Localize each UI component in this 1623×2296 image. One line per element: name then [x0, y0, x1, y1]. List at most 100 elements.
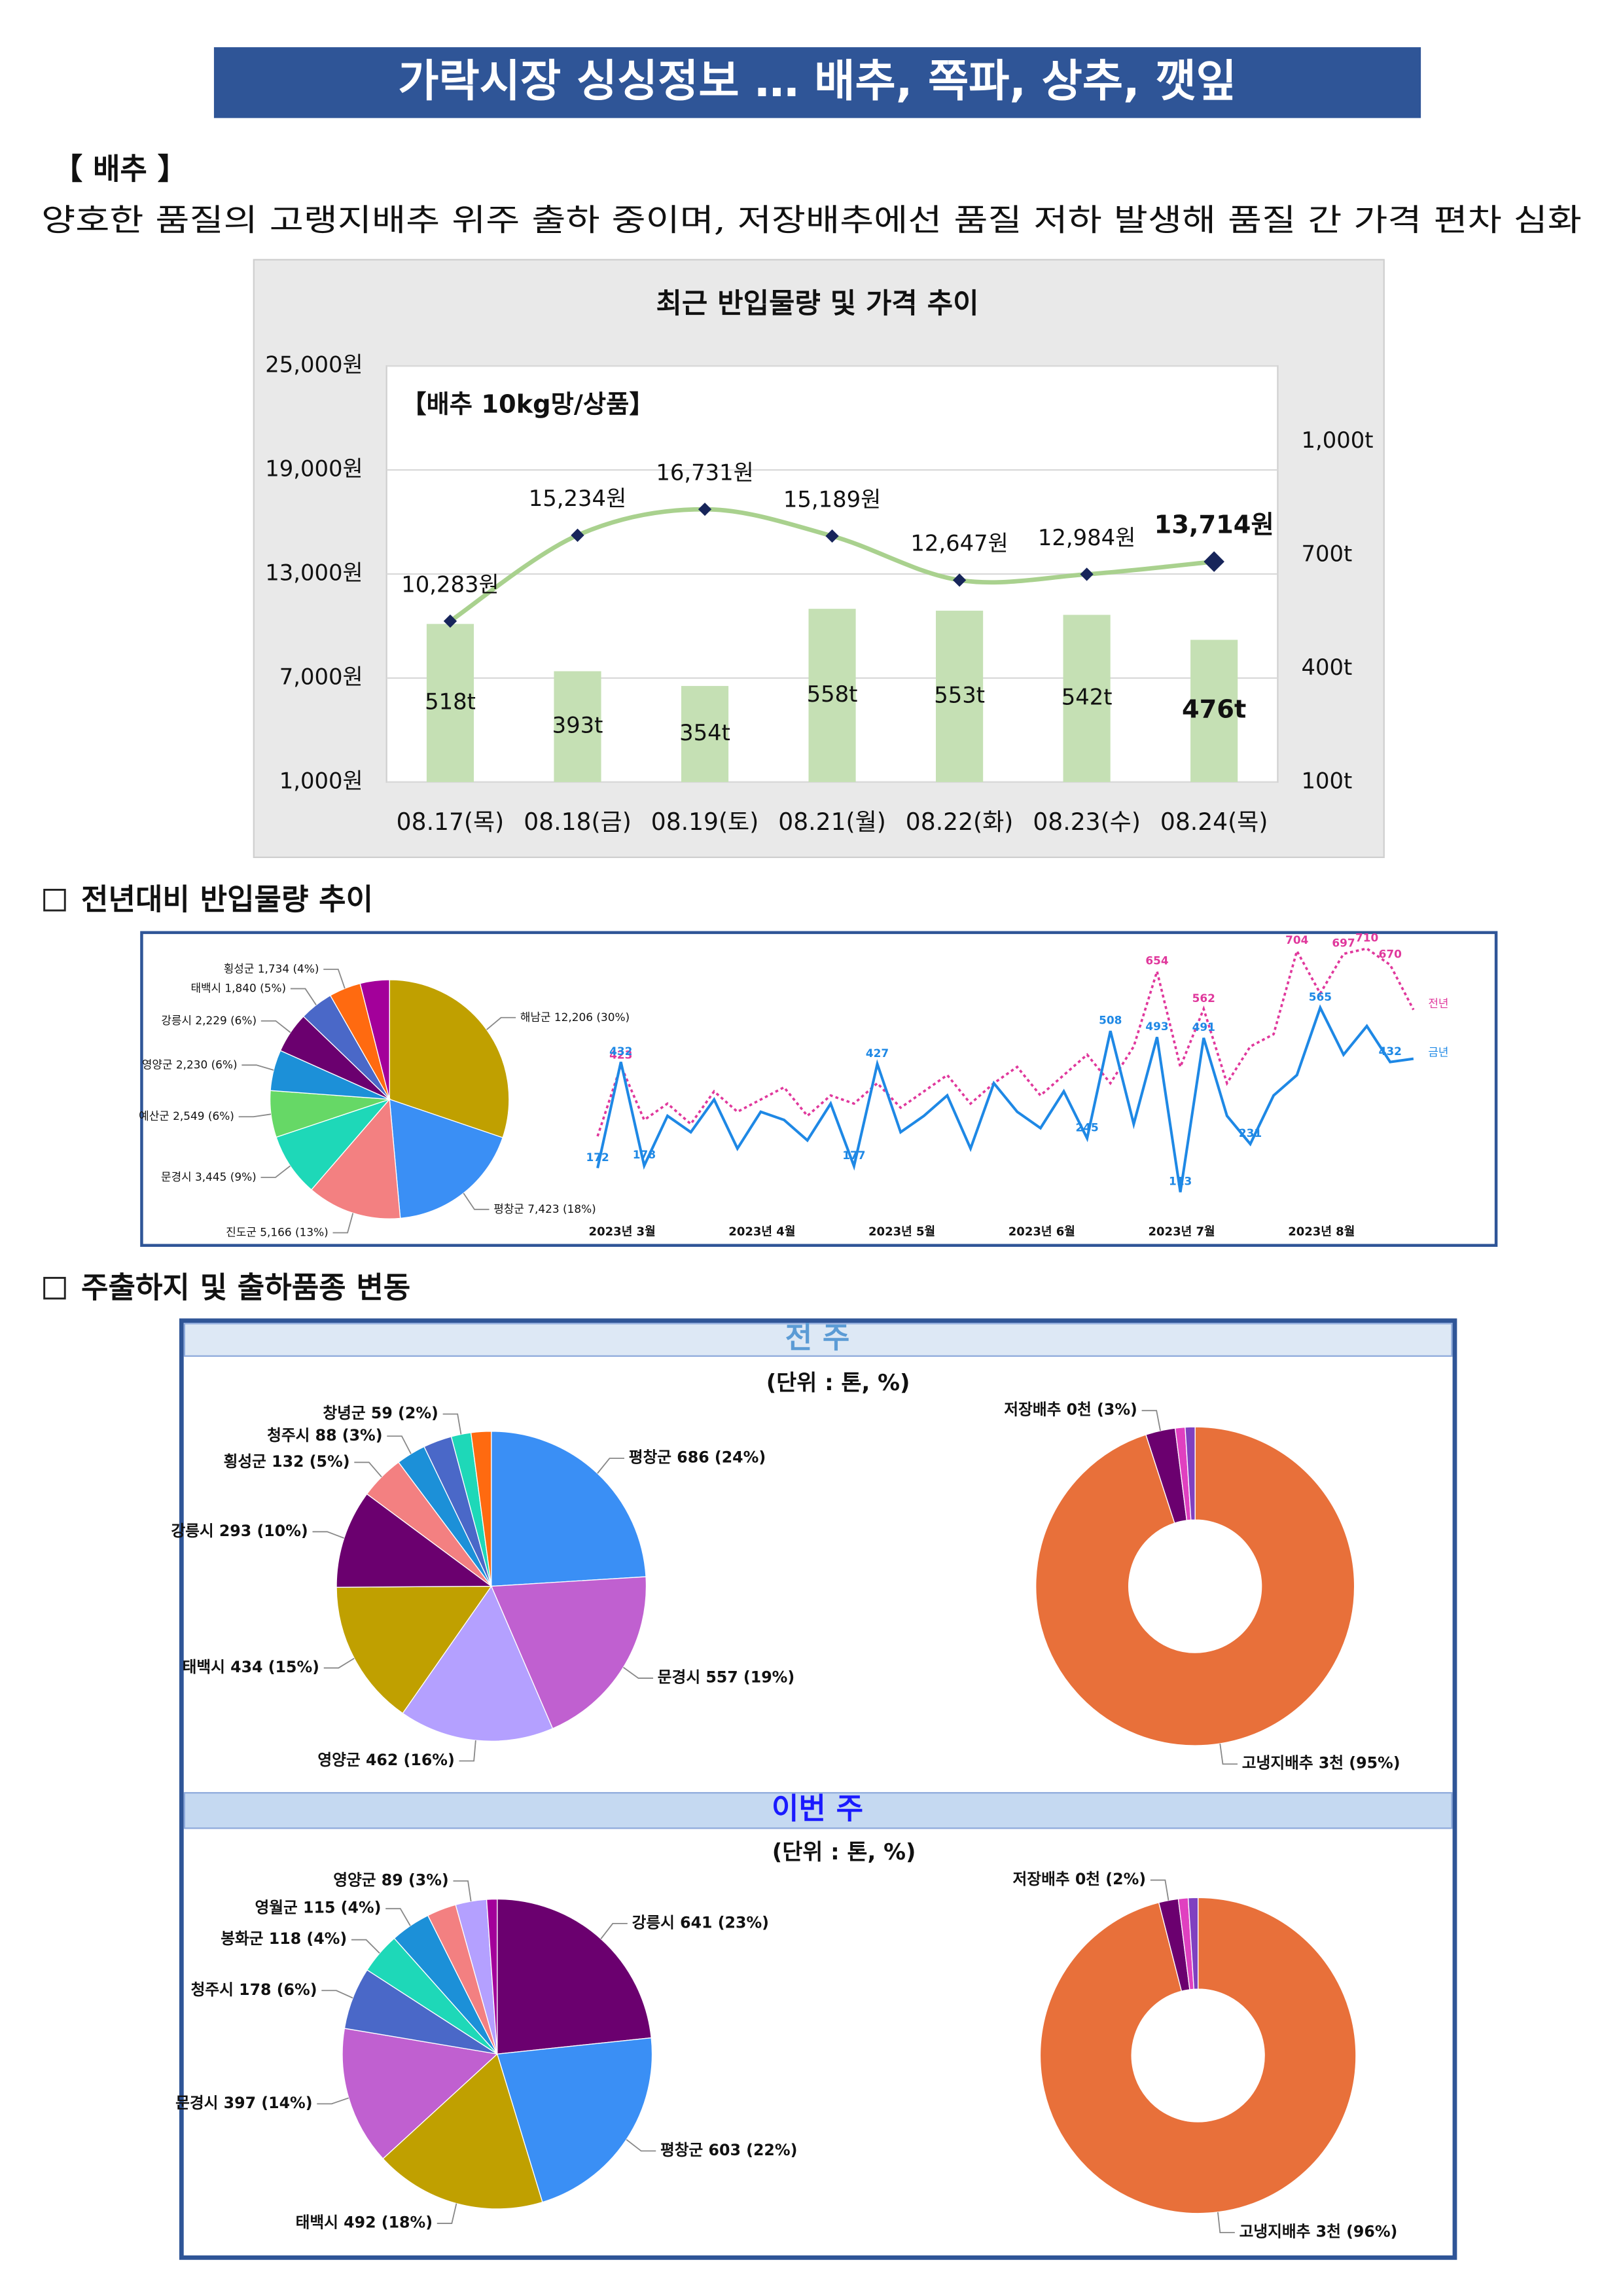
- price-marker: [571, 528, 584, 542]
- pie-slice: [276, 1098, 391, 1191]
- leader-line: [459, 1740, 476, 1762]
- bar: [554, 671, 601, 782]
- slice-label: 청주시 178 (6%): [191, 1981, 317, 1999]
- x-tick-label: 2023년 6월: [1008, 1225, 1075, 1239]
- bar: [426, 624, 474, 782]
- leader-line: [453, 1880, 472, 1902]
- chart-subtitle: 【배추 10kg망/상품】: [401, 389, 654, 419]
- price-label: 15,189원: [783, 486, 881, 512]
- leader-line: [622, 1666, 654, 1679]
- slice-label: 태백시 434 (15%): [183, 1658, 319, 1676]
- checkbox: [43, 1276, 66, 1300]
- leader-line: [1219, 1743, 1238, 1765]
- pie-slice: [470, 1431, 492, 1587]
- section-heading: 주출하지 및 출하품종 변동: [81, 1270, 410, 1304]
- pie-slice: [486, 1898, 498, 2054]
- x-tick-label: 08.18(금): [524, 808, 632, 836]
- pie-slice: [490, 1576, 647, 1729]
- point-label: 245: [1076, 1121, 1099, 1134]
- pie-slice: [1039, 1897, 1357, 2214]
- section-heading: 전년대비 반입물량 추이: [81, 882, 373, 916]
- slice-label: 강릉시 293 (10%): [171, 1522, 308, 1540]
- bar: [808, 609, 856, 782]
- bar-label: 542t: [1061, 685, 1113, 710]
- pie-slice: [1187, 1897, 1199, 1990]
- slice-label: 저장배추 0천 (2%): [1013, 1870, 1147, 1888]
- point-label: 172: [586, 1151, 609, 1164]
- leader-line: [354, 1462, 382, 1478]
- price-marker: [443, 614, 457, 628]
- y-tick-label: 7,000원: [279, 664, 363, 689]
- x-tick-label: 08.23(수): [1033, 808, 1141, 836]
- slice-label: 창녕군 59 (2%): [323, 1404, 438, 1422]
- x-tick-label: 08.17(목): [397, 808, 505, 836]
- point-label: 178: [633, 1148, 656, 1161]
- slice-label: 봉화군 118 (4%): [221, 1929, 347, 1948]
- point-label: 565: [1309, 990, 1332, 1003]
- point-label: 113: [1169, 1175, 1192, 1188]
- point-label: 562: [1192, 992, 1215, 1005]
- slice-label: 문경시 397 (14%): [175, 2094, 312, 2112]
- slice-label: 강릉시 2,229 (6%): [161, 1014, 257, 1027]
- bar-label: 558t: [807, 681, 858, 707]
- slice-label: 문경시 557 (19%): [658, 1668, 794, 1687]
- slice-label: 평창군 7,423 (18%): [493, 1202, 596, 1215]
- slice-label: 청주시 88 (3%): [267, 1426, 382, 1444]
- point-label: 432: [1379, 1045, 1402, 1058]
- leader-line: [387, 1435, 412, 1454]
- bar: [1063, 615, 1111, 782]
- panel-header: [183, 1323, 1453, 1357]
- leader-line: [323, 969, 346, 989]
- leader-line: [1217, 2212, 1235, 2234]
- legend-label: 금년: [1428, 1046, 1448, 1059]
- bar-label: 476t: [1182, 695, 1246, 725]
- panel-title: 이번 주: [772, 1791, 863, 1825]
- slice-label: 태백시 492 (18%): [296, 2214, 433, 2232]
- point-label: 231: [1239, 1126, 1262, 1139]
- slice-label: 평창군 603 (22%): [660, 2141, 797, 2159]
- leader-line: [290, 988, 317, 1005]
- legend-label: 전년: [1428, 997, 1448, 1010]
- slice-label: 횡성군 1,734 (4%): [224, 962, 319, 975]
- y-tick-label: 25,000원: [265, 352, 363, 378]
- x-tick-label: 08.24(목): [1160, 808, 1268, 836]
- unit-label: (단위 : 톤, %): [772, 1839, 916, 1865]
- point-label: 654: [1145, 954, 1168, 967]
- bar-label: 354t: [679, 720, 730, 745]
- slice-label: 태백시 1,840 (5%): [190, 982, 286, 995]
- point-label: 697: [1332, 937, 1355, 950]
- leader-line: [332, 1213, 354, 1234]
- y-tick-label: 13,000원: [265, 560, 363, 586]
- panel-title: 전 주: [785, 1320, 850, 1355]
- leader-line: [626, 2139, 656, 2152]
- leader-line: [486, 1016, 516, 1030]
- bar-label: 518t: [425, 689, 476, 715]
- checkbox: [43, 888, 66, 912]
- leader-line: [442, 1413, 462, 1435]
- slice-label: 영양군 2,230 (6%): [142, 1058, 238, 1071]
- price-label: 15,234원: [529, 486, 626, 511]
- pie-slice: [389, 1098, 504, 1219]
- price-marker: [1204, 551, 1224, 572]
- y2-tick-label: 700t: [1301, 541, 1352, 567]
- slice-label: 문경시 3,445 (9%): [161, 1170, 257, 1183]
- summary: 양호한 품질의 고랭지배추 위주 출하 중이며, 저장배추에선 품질 저하 발생…: [41, 202, 1582, 238]
- leader-line: [260, 1020, 291, 1033]
- y2-tick-label: 100t: [1301, 768, 1352, 793]
- point-label: 177: [842, 1149, 865, 1162]
- chart-title: 최근 반입물량 및 가격 추이: [656, 287, 978, 320]
- leader-line: [323, 1657, 355, 1669]
- bar-label: 553t: [934, 682, 985, 708]
- x-tick-label: 2023년 4월: [728, 1225, 795, 1239]
- bar: [681, 686, 729, 782]
- slice-label: 저장배추 0천 (3%): [1004, 1401, 1137, 1419]
- y-tick-label: 1,000원: [279, 768, 363, 793]
- slice-label: 영양군 462 (16%): [317, 1751, 454, 1769]
- slice-label: 고냉지배추 3천 (95%): [1242, 1754, 1400, 1772]
- price-marker: [825, 529, 839, 543]
- price-label: 13,714원: [1154, 510, 1274, 539]
- leader-line: [1150, 1879, 1169, 1901]
- price-label: 12,984원: [1038, 525, 1135, 550]
